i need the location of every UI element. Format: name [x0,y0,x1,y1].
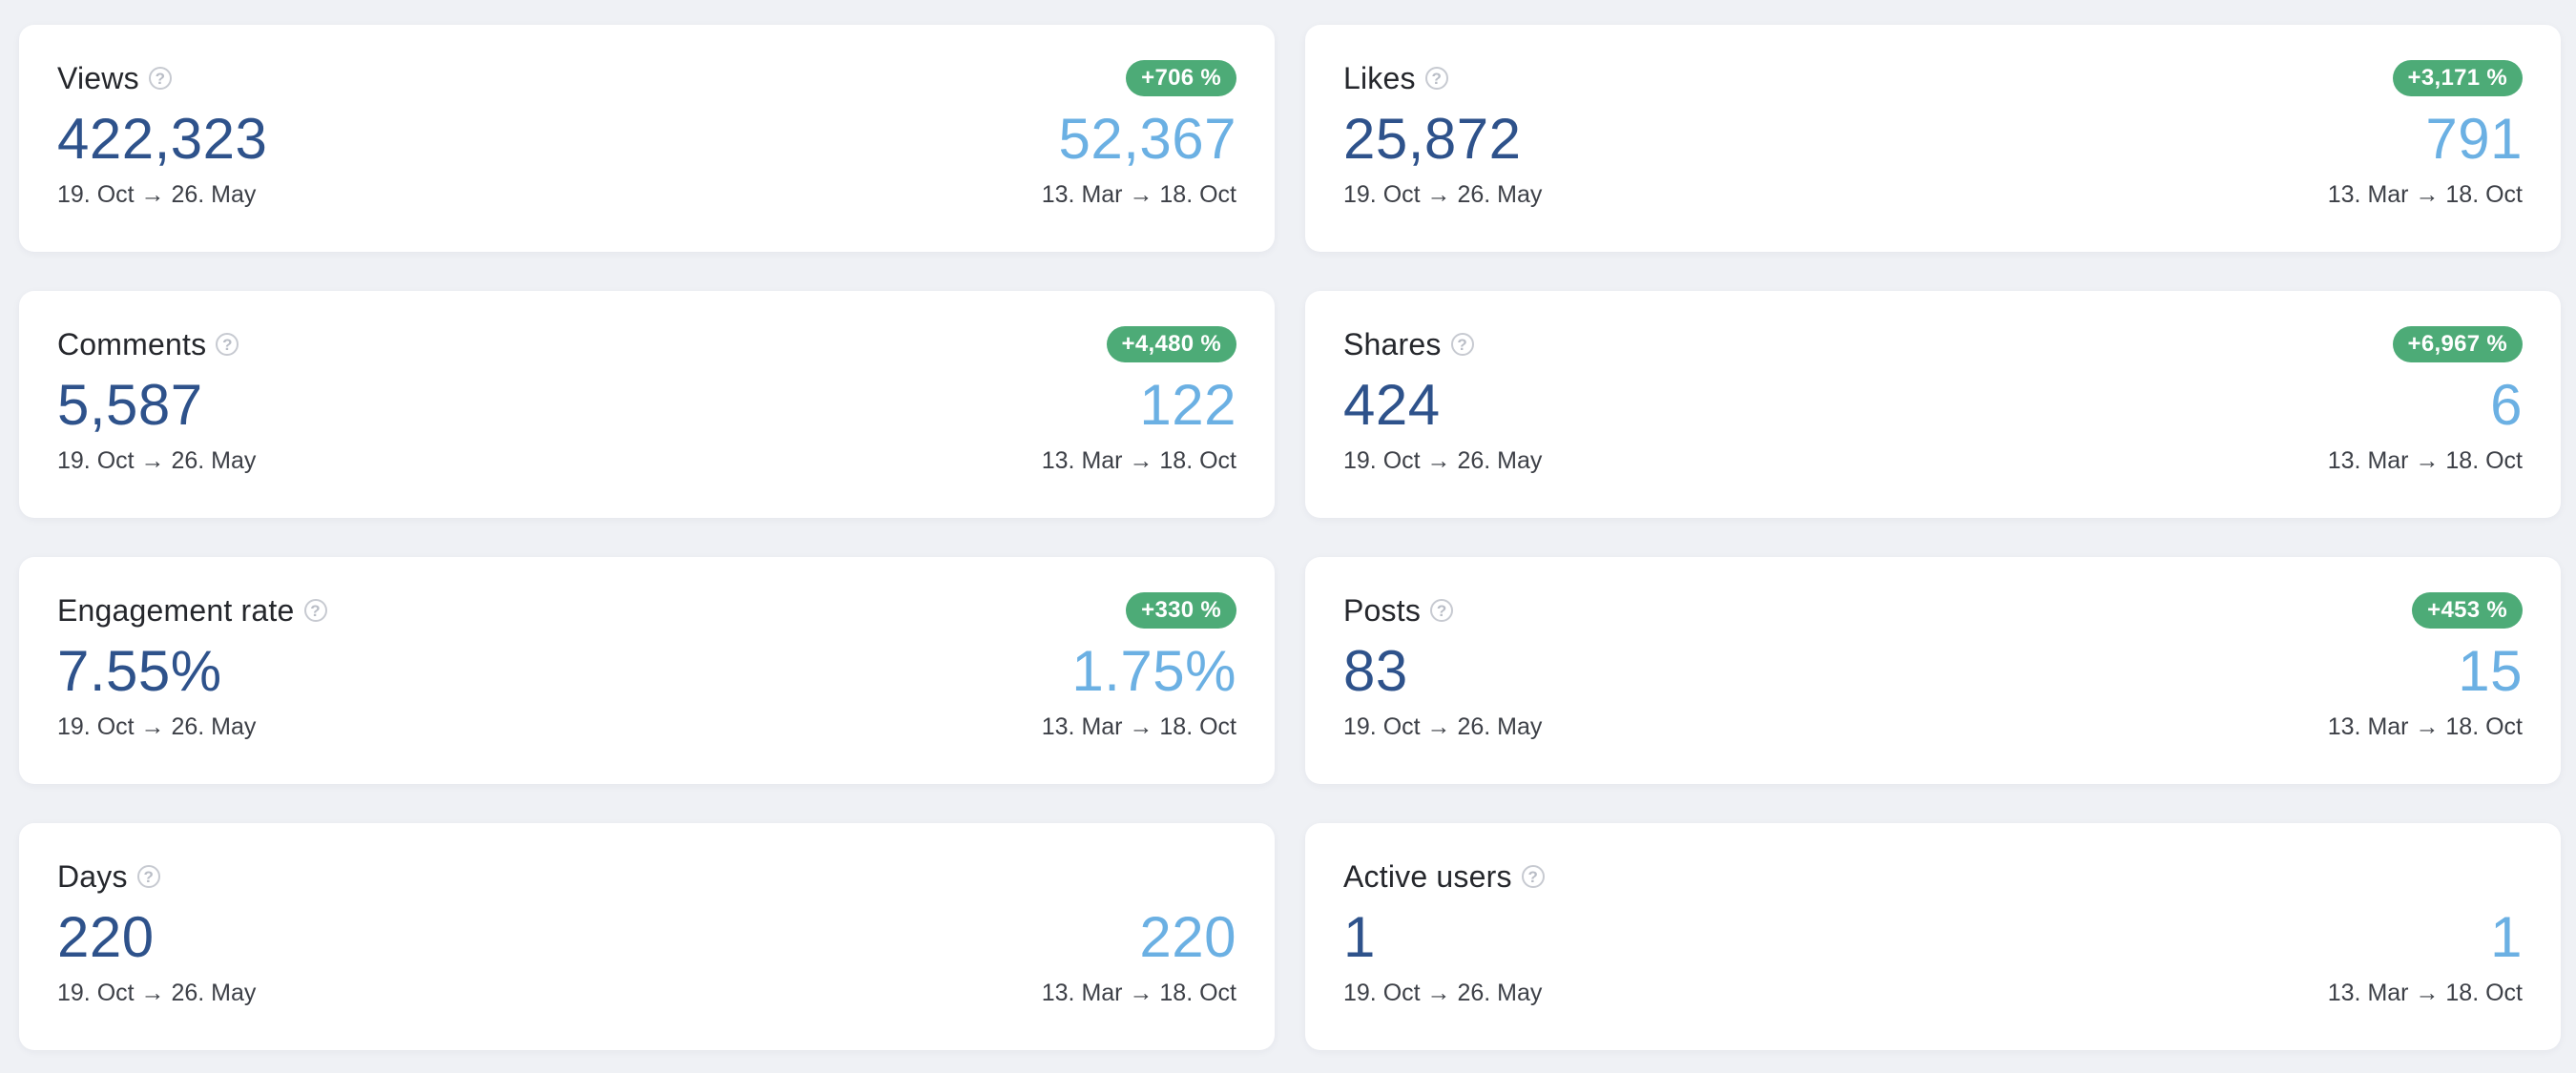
current-date-range: 19. Oct → 26. May [57,181,257,208]
card-title: Engagement rate [57,592,295,628]
previous-date-range: 13. Mar → 18. Oct [2327,181,2523,208]
help-icon[interactable]: ? [148,67,172,90]
card-header: Likes ? [1343,57,1448,99]
current-value: 1 [1343,905,1376,969]
metric-card-posts: Posts ? +453 % 83 15 19. Oct → 26. May 1… [1305,557,2561,784]
current-value: 25,872 [1343,107,1522,171]
help-icon[interactable]: ? [1521,865,1545,888]
previous-date-range: 13. Mar → 18. Oct [2327,713,2523,740]
metrics-grid: Views ? +706 % 422,323 52,367 19. Oct → … [19,25,2561,1050]
card-title: Active users [1343,858,1512,894]
help-icon[interactable]: ? [216,333,239,356]
help-icon[interactable]: ? [303,599,327,622]
current-value: 7.55% [57,639,222,703]
card-title: Days [57,858,128,894]
current-value: 424 [1343,373,1441,437]
previous-date-range: 13. Mar → 18. Oct [1041,181,1236,208]
current-value: 5,587 [57,373,203,437]
metric-card-shares: Shares ? +6,967 % 424 6 19. Oct → 26. Ma… [1305,291,2561,518]
previous-date-range: 13. Mar → 18. Oct [1041,447,1236,474]
previous-value: 1 [2490,905,2523,969]
current-date-range: 19. Oct → 26. May [57,713,257,740]
card-title: Likes [1343,60,1416,95]
previous-date-range: 13. Mar → 18. Oct [2327,447,2523,474]
current-value: 220 [57,905,155,969]
card-header: Comments ? [57,323,239,365]
current-date-range: 19. Oct → 26. May [1343,447,1543,474]
current-date-range: 19. Oct → 26. May [1343,181,1543,208]
previous-value: 220 [1139,905,1236,969]
change-badge: +330 % [1126,592,1236,629]
previous-value: 6 [2490,373,2523,437]
change-badge: +3,171 % [2392,60,2523,96]
change-badge: +4,480 % [1106,326,1236,362]
card-title: Comments [57,326,207,361]
metric-card-active-users: Active users ? 1 1 19. Oct → 26. May 13.… [1305,823,2561,1050]
help-icon[interactable]: ? [1450,333,1474,356]
previous-date-range: 13. Mar → 18. Oct [1041,980,1236,1006]
card-header: Engagement rate ? [57,589,327,631]
help-icon[interactable]: ? [1430,599,1454,622]
current-date-range: 19. Oct → 26. May [1343,713,1543,740]
help-icon[interactable]: ? [1424,67,1448,90]
previous-value: 1.75% [1071,639,1236,703]
metric-card-comments: Comments ? +4,480 % 5,587 122 19. Oct → … [19,291,1275,518]
current-date-range: 19. Oct → 26. May [1343,980,1543,1006]
card-title: Posts [1343,592,1422,628]
metric-card-views: Views ? +706 % 422,323 52,367 19. Oct → … [19,25,1275,252]
previous-value: 122 [1139,373,1236,437]
metric-card-likes: Likes ? +3,171 % 25,872 791 19. Oct → 26… [1305,25,2561,252]
previous-date-range: 13. Mar → 18. Oct [2327,980,2523,1006]
current-date-range: 19. Oct → 26. May [57,980,257,1006]
card-title: Views [57,60,139,95]
card-title: Shares [1343,326,1442,361]
previous-date-range: 13. Mar → 18. Oct [1041,713,1236,740]
card-header: Posts ? [1343,589,1454,631]
previous-value: 15 [2458,639,2523,703]
current-value: 422,323 [57,107,268,171]
metric-card-days: Days ? 220 220 19. Oct → 26. May 13. Mar… [19,823,1275,1050]
card-header: Active users ? [1343,856,1545,898]
card-header: Days ? [57,856,160,898]
card-header: Shares ? [1343,323,1474,365]
current-value: 83 [1343,639,1408,703]
current-date-range: 19. Oct → 26. May [57,447,257,474]
metric-card-engagement-rate: Engagement rate ? +330 % 7.55% 1.75% 19.… [19,557,1275,784]
change-badge: +453 % [2412,592,2523,629]
previous-value: 791 [2425,107,2523,171]
previous-value: 52,367 [1058,107,1236,171]
change-badge: +6,967 % [2392,326,2523,362]
change-badge: +706 % [1126,60,1236,96]
card-header: Views ? [57,57,172,99]
help-icon[interactable]: ? [136,865,160,888]
